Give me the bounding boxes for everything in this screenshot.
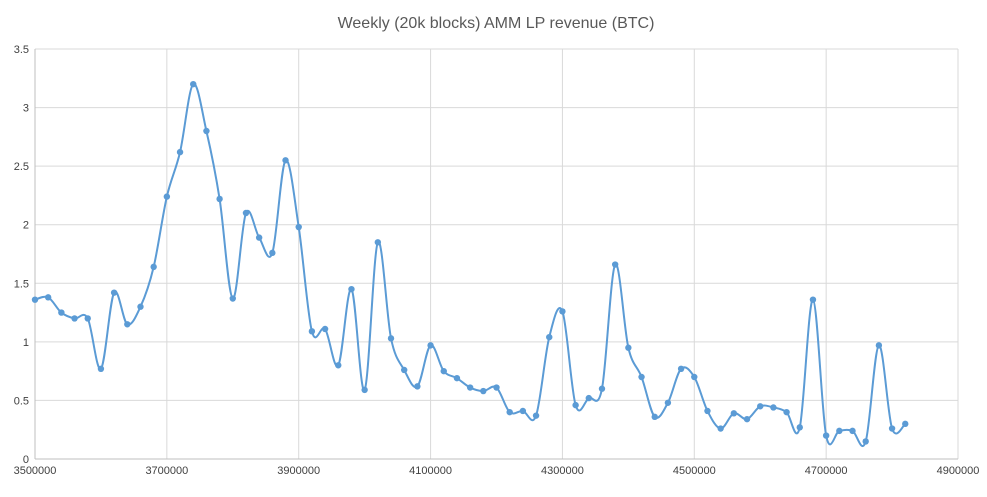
x-tick-label: 4900000 [937,465,980,477]
data-point [704,407,711,415]
data-point [414,383,421,390]
y-tick-label: 3 [23,103,29,115]
data-point [308,328,316,335]
data-point [651,413,658,421]
data-point [401,366,408,374]
y-tick-label: 0 [23,454,29,466]
data-point [44,294,52,301]
data-point [559,308,566,315]
data-point [176,148,184,156]
data-point [58,309,65,316]
data-point [730,410,738,417]
data-point [849,427,856,435]
y-tick-label: 3.5 [14,44,29,56]
data-point [691,373,698,381]
data-point [585,394,592,402]
data-point [137,303,144,310]
data-point [506,408,513,416]
data-point [190,80,197,88]
x-axis-tick-labels: 3500000 3700000 3900000 4100000 4300000 45000… [14,465,980,477]
data-point [163,193,171,200]
data-point [216,195,223,203]
y-axis-tick-labels: 0 0.5 1 1.5 2 2.5 3 3.5 [14,44,29,466]
data-point [440,367,447,375]
data-point [796,424,803,431]
x-tick-label: 3700000 [145,465,188,477]
data-point [387,335,395,342]
data-point [453,374,461,382]
data-point [335,362,342,369]
data-point [97,365,105,372]
x-tick-label: 4100000 [409,465,452,477]
x-tick-label: 4300000 [541,465,584,477]
axes [34,49,958,460]
y-tick-label: 0.5 [14,395,29,407]
data-point [493,384,500,391]
data-point [321,325,329,333]
data-point [229,295,236,302]
x-tick-label: 3900000 [277,465,320,477]
data-point [638,373,645,381]
y-tick-label: 2 [23,220,29,232]
data-point [888,425,896,432]
data-point [282,157,289,164]
data-point [836,427,843,435]
data-point [242,209,250,217]
data-series [34,83,906,448]
data-point [822,432,830,439]
x-tick-label: 4500000 [673,465,716,477]
data-point [677,365,685,372]
data-point [572,401,579,409]
y-tick-label: 2.5 [14,161,29,173]
gridlines [35,48,959,459]
data-point [71,315,78,322]
data-point [809,296,817,303]
data-point [84,315,91,322]
data-point [598,385,606,392]
data-point [743,415,751,423]
data-point [532,412,540,419]
data-point [295,223,302,231]
data-markers [31,80,909,445]
data-point [31,296,39,303]
data-point [150,263,157,271]
data-point [770,404,777,411]
data-point [757,403,764,410]
data-point [625,344,632,351]
x-tick-label: 3500000 [14,465,57,477]
data-point [348,285,355,293]
data-point [519,407,527,415]
data-point [480,387,487,395]
x-tick-label: 4700000 [805,465,848,477]
data-point [546,333,553,341]
data-point [361,386,368,394]
series-line [34,83,906,448]
data-point [427,342,434,349]
data-point [875,342,883,349]
data-point [664,399,672,406]
data-point [269,249,276,257]
data-point [466,384,474,391]
data-point [374,239,382,246]
data-point [110,289,118,296]
data-point [783,408,790,416]
y-tick-label: 1 [23,337,29,349]
data-point [862,438,869,445]
chart-title: Weekly (20k blocks) AMM LP revenue (BTC) [338,15,655,32]
data-point [124,321,131,328]
data-point [902,420,909,428]
data-point [203,127,210,135]
data-point [717,425,724,432]
y-tick-label: 1.5 [14,278,29,290]
data-point [611,261,619,268]
data-point [255,234,263,241]
